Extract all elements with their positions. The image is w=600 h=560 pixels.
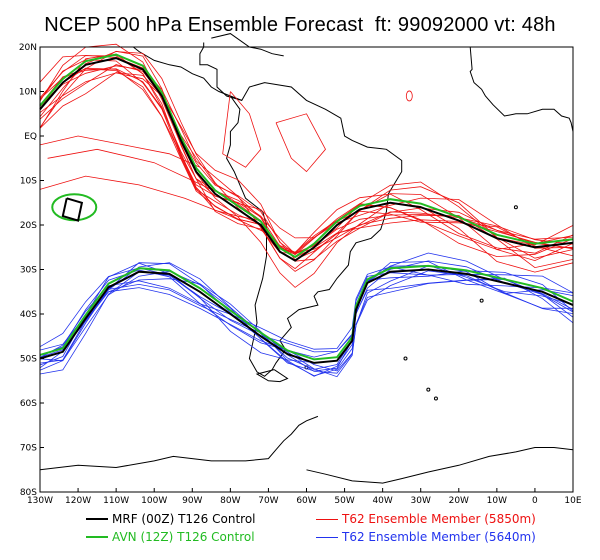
lon-label: 100W [141,496,167,506]
antarctic-peninsula [39,415,319,471]
weddell-coast [306,447,574,484]
coastlines [39,33,574,484]
lon-label: 30W [411,496,431,506]
lon-label: 10E [564,496,581,506]
lon-label: 0 [532,496,538,506]
ensemble-5640-contour [39,252,574,370]
legend-5640: T62 Ensemble Member (5640m) [316,528,536,546]
ensemble-5850-contour [275,113,326,173]
lat-label: 80S [20,488,37,498]
ensemble-5640-contours [39,252,574,378]
caribbean-islands [211,33,284,57]
mrf-control-contours [39,57,574,364]
island [479,298,484,303]
mrf-5850-contour [39,57,574,262]
lon-label: 110W [103,496,129,506]
ensemble-5850-contour [39,72,574,288]
lon-label: 130W [27,496,53,506]
lat-label: 20S [20,221,37,231]
central-america-east-coast [199,42,242,101]
ensemble-5640-contour [39,260,574,377]
central-america-coast [132,46,231,97]
legend-mrf-label: MRF (00Z) T126 Control [112,512,256,526]
lat-label: 10S [20,177,37,187]
lon-label: 70W [258,496,278,506]
legend-avn: AVN (12Z) T126 Control [86,528,256,546]
avn-control-contours [39,53,574,361]
lon-label: 50W [334,496,354,506]
legend-5850-swatch [316,518,338,520]
ensemble-5850-contour [39,51,574,270]
lon-label: 80W [220,496,240,506]
legend-mrf: MRF (00Z) T126 Control [86,510,256,528]
ensemble-5850-contour [39,43,574,249]
legend-5850: T62 Ensemble Member (5850m) [316,510,536,528]
lat-label: 10N [19,88,37,98]
ensemble-5850-contour [222,91,262,168]
lon-label: 40W [372,496,392,506]
mrf-5640-contour [39,268,574,364]
legend-right: T62 Ensemble Member (5850m) T62 Ensemble… [316,510,536,546]
ensemble-5640-contour [39,270,574,378]
island [426,387,431,392]
ensemble-5850-contours [39,43,574,288]
avn-5850-contour [39,53,574,259]
ensemble-5850-contour [39,135,201,168]
ensemble-5850-contour [39,50,574,257]
lat-label: 50S [20,355,37,365]
lon-label: 60W [296,496,316,506]
lat-label: 70S [20,444,37,454]
ensemble-5640-contour [39,278,574,372]
legend-avn-swatch [86,536,108,538]
legend-5640-label: T62 Ensemble Member (5640m) [342,530,536,544]
ensemble-5850-contour [39,175,269,235]
mrf-closed-contour [61,197,84,222]
lon-label: 90W [182,496,202,506]
lon-label: 20W [449,496,469,506]
island [433,396,438,401]
lon-label: 120W [65,496,91,506]
ensemble-5850-contour [405,90,413,102]
latitude-labels: 20N 10N EQ 10S 20S 30S 40S 50S 60S 70S 80S [19,43,44,498]
longitude-labels: 130W 120W 110W 100W 90W 80W 70W 60W 50W 40W 30W 20W… [27,488,582,506]
legend-5640-swatch [316,536,338,538]
ensemble-5850-contour [47,148,262,221]
africa-coast [469,46,574,145]
island [513,205,518,210]
lat-label: 40S [20,310,37,320]
legend-avn-label: AVN (12Z) T126 Control [112,530,255,544]
legend-left: MRF (00Z) T126 Control AVN (12Z) T126 Co… [86,510,256,546]
legend-5850-label: T62 Ensemble Member (5850m) [342,512,536,526]
lon-label: 10W [487,496,507,506]
lat-label: 60S [20,399,37,409]
tierra-del-fuego [255,369,289,383]
avn-closed-contour [51,193,98,222]
avn-5640-contour [39,264,574,361]
island [403,356,408,361]
lat-label: 30S [20,266,37,276]
lat-label: 20N [19,43,37,53]
map-title: NCEP 500 hPa Ensemble Forecast ft: 99092… [44,14,556,36]
ensemble-5640-contour [39,269,574,358]
ensemble-5850-contour [39,68,574,258]
lat-label: EQ [24,132,37,142]
ensemble-5640-contour [39,266,574,350]
ensemble-5850-contour [39,64,574,262]
legend-mrf-swatch [86,518,108,520]
